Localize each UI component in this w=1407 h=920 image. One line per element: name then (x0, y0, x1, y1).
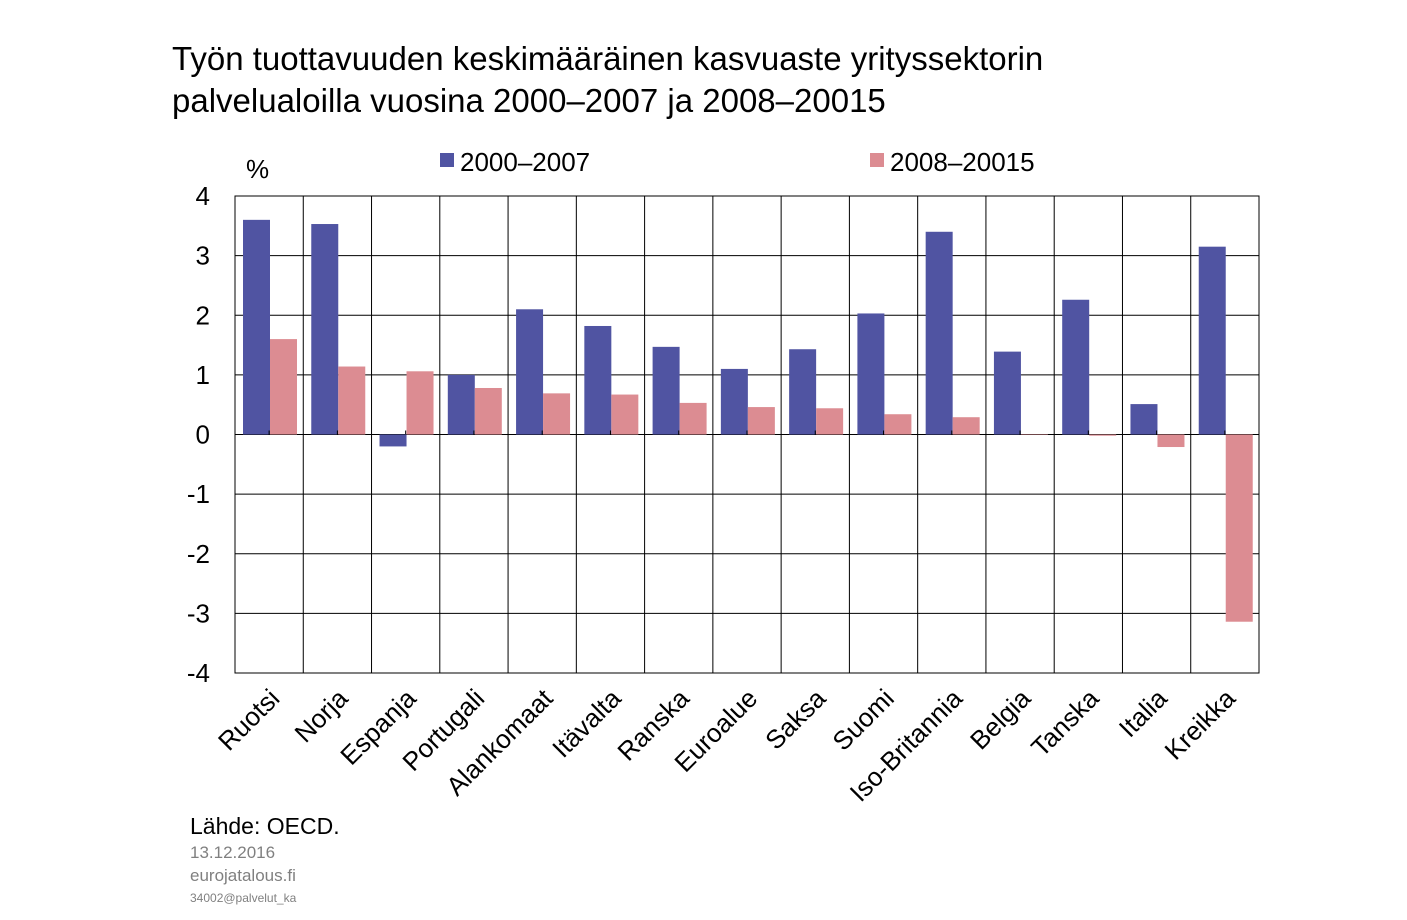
site: eurojatalous.fi (190, 866, 296, 885)
bar (993, 351, 1021, 435)
legend-swatch (440, 153, 454, 167)
y-tick-label: 4 (196, 181, 210, 211)
x-tick-label: Italia (1113, 683, 1173, 743)
y-tick-label: -3 (187, 598, 210, 628)
chart-title: palvelualoilla vuosina 2000–2007 ja 2008… (172, 82, 886, 119)
y-tick-label: -2 (187, 539, 210, 569)
y-tick-label: 1 (196, 360, 210, 390)
bar (584, 325, 612, 435)
y-tick-label: -4 (187, 658, 210, 688)
x-tick-label: Saksa (759, 683, 832, 756)
bar (1130, 404, 1158, 435)
chart-title: Työn tuottavuuden keskimääräinen kasvuas… (172, 40, 1043, 77)
bar (1198, 246, 1226, 435)
bar (1157, 434, 1185, 448)
y-tick-label: -1 (187, 479, 210, 509)
bar (1020, 434, 1048, 435)
bar (1062, 299, 1090, 435)
x-tick-label: Belgia (964, 683, 1037, 756)
bar (1089, 434, 1117, 436)
legend-label: 2000–2007 (460, 147, 590, 177)
bar (857, 313, 885, 435)
bar (311, 224, 339, 435)
x-tick-label: Ruotsi (212, 683, 285, 756)
date: 13.12.2016 (190, 843, 275, 862)
code: 34002@palvelut_ka (190, 891, 297, 905)
bar (379, 434, 407, 447)
y-axis-label: % (246, 154, 269, 184)
y-tick-label: 0 (196, 420, 210, 450)
bar (516, 309, 544, 435)
source: Lähde: OECD. (190, 813, 340, 839)
bar (952, 417, 980, 435)
bar (1225, 434, 1253, 622)
bar (789, 349, 817, 435)
x-tick-label: Itävalta (546, 683, 627, 764)
bar (611, 394, 639, 435)
x-tick-label: Kreikka (1159, 683, 1242, 766)
bar (243, 219, 270, 435)
y-tick-label: 3 (196, 241, 210, 271)
bar (474, 387, 502, 435)
bar (447, 374, 475, 435)
bar (747, 407, 775, 435)
bar (925, 231, 953, 435)
bar (338, 366, 366, 435)
bar (652, 346, 680, 435)
legend-label: 2008–20015 (890, 147, 1035, 177)
bar (406, 371, 434, 435)
bar (679, 402, 707, 435)
bar (720, 368, 748, 435)
bar (816, 408, 844, 435)
bar (270, 339, 297, 435)
bar (884, 414, 912, 435)
legend-swatch (870, 153, 884, 167)
y-tick-label: 2 (196, 300, 210, 330)
bar (543, 393, 571, 435)
x-tick-label: Tanska (1025, 683, 1105, 763)
